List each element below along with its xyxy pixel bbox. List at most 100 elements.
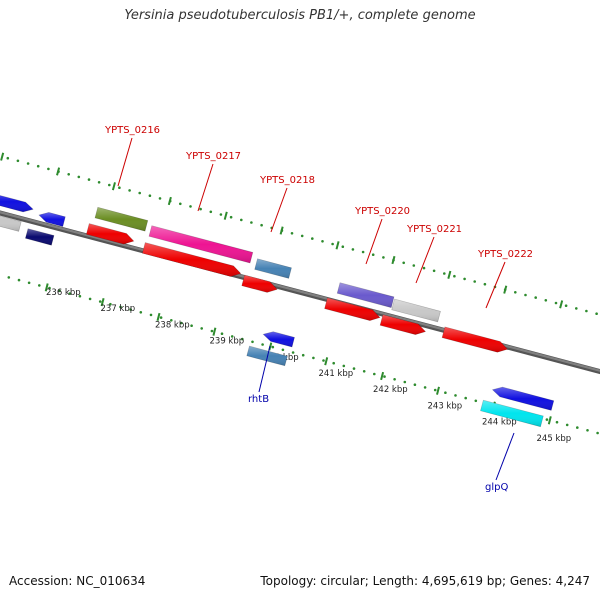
ruler-dot (47, 167, 50, 171)
tick-label: 239 kbp (210, 337, 245, 347)
gene-label[interactable]: rhtB (248, 394, 269, 405)
ruler-dot (149, 313, 153, 317)
ruler-tick (335, 241, 340, 250)
ruler-dot (170, 319, 173, 322)
gene-label[interactable]: YPTS_0222 (477, 249, 533, 260)
gene-label[interactable]: YPTS_0217 (185, 151, 241, 162)
ruler-dot (27, 281, 31, 285)
ruler-dot (97, 181, 101, 184)
ruler-dot (109, 302, 112, 306)
ruler-dot (36, 164, 40, 168)
ruler-dot (464, 396, 468, 400)
label-leader (495, 432, 515, 481)
ruler-dot (230, 335, 234, 338)
ruler-dot (544, 299, 548, 302)
gene-label-leaders (117, 137, 515, 481)
ruler-dot (229, 215, 233, 219)
ruler-dot (179, 202, 182, 206)
inner-ruler (7, 276, 599, 435)
gene-feature-shade (0, 216, 22, 232)
accession-text: Accession: NC_010634 (9, 574, 146, 588)
ruler-dot (595, 312, 598, 316)
tick-label: 237 kbp (101, 304, 136, 314)
ruler-dot (362, 370, 366, 373)
gene-label[interactable]: YPTS_0216 (104, 125, 160, 136)
ruler-dot (210, 329, 214, 333)
ruler-dot (300, 234, 304, 238)
ruler-tick (111, 182, 116, 191)
label-leader (365, 218, 383, 265)
gene-feature-shade (492, 387, 554, 411)
gene-feature-shade (391, 299, 441, 322)
ruler-dot (383, 375, 386, 378)
ruler-dot (260, 223, 263, 227)
ruler-dot (483, 282, 487, 286)
tick-label: 243 kbp (428, 401, 463, 411)
gene-feature-shade (241, 275, 278, 293)
ruler-dot (26, 162, 30, 165)
ruler-dot (534, 296, 537, 299)
gene-label[interactable]: YPTS_0218 (259, 175, 315, 186)
ruler-dot (290, 232, 294, 235)
gene-label[interactable]: YPTS_0221 (406, 224, 462, 235)
ruler-dot (48, 286, 51, 290)
ruler-dot (159, 316, 163, 319)
ruler-tick (447, 270, 452, 279)
genome-summary-text: Topology: circular; Length: 4,695,619 bp… (260, 574, 590, 588)
ruler-dot (524, 293, 527, 297)
ruler-dot (433, 388, 437, 392)
ruler-dot (301, 353, 305, 357)
ruler-dot (321, 240, 324, 243)
ruler-dot (77, 175, 81, 179)
ruler-dot (78, 294, 82, 298)
tick-label: 238 kbp (155, 320, 190, 330)
ruler-dot (596, 431, 599, 435)
gene-feature-shade (254, 258, 292, 279)
ruler-dot (576, 426, 579, 429)
gene-feature-shade (86, 223, 134, 245)
ruler-dot (129, 308, 132, 311)
ruler-dot (190, 324, 193, 328)
ruler-dot (342, 364, 346, 368)
ruler-dot (240, 218, 243, 222)
ruler-dot (422, 266, 426, 270)
page-title: Yersinia pseudotuberculosis PB1/+, compl… (124, 8, 476, 23)
gene-feature-shade (142, 242, 241, 277)
ruler-dot (38, 284, 41, 287)
ruler-dot (371, 253, 375, 256)
backbone (0, 210, 600, 375)
ruler-dot (564, 304, 568, 308)
ruler-dot (554, 301, 558, 305)
gene-label[interactable]: YPTS_0220 (354, 206, 410, 217)
ruler-dot (565, 423, 569, 427)
ruler-dot (341, 245, 345, 248)
tick-label: 241 kbp (319, 369, 354, 379)
ruler-tick (56, 167, 61, 176)
ruler-dot (251, 340, 254, 344)
ruler-dot (373, 372, 376, 376)
ruler-dot (241, 337, 244, 341)
tick-label: 236 kbp (46, 288, 81, 298)
ruler-dot (413, 383, 417, 387)
gene-features (0, 195, 555, 428)
ruler-dot (16, 159, 20, 163)
ruler-dot (423, 386, 427, 389)
gene-label[interactable]: glpQ (485, 482, 508, 493)
ruler-dot (281, 348, 285, 352)
ruler-dot (6, 156, 10, 160)
ruler-dot (332, 361, 336, 365)
ruler-tick (324, 357, 329, 366)
ruler-dot (545, 418, 549, 421)
ruler-tick (380, 371, 385, 381)
ruler-dot (443, 272, 446, 275)
ruler-dot (17, 278, 21, 282)
ruler-tick (156, 312, 161, 322)
outer-ruler (0, 152, 598, 316)
ruler-dot (209, 210, 213, 214)
ruler-dot (158, 197, 162, 200)
ruler-dot (311, 237, 314, 240)
ruler-dot (119, 305, 122, 309)
gene-feature-shade (149, 225, 253, 263)
tick-label: 244 kbp (482, 418, 517, 428)
